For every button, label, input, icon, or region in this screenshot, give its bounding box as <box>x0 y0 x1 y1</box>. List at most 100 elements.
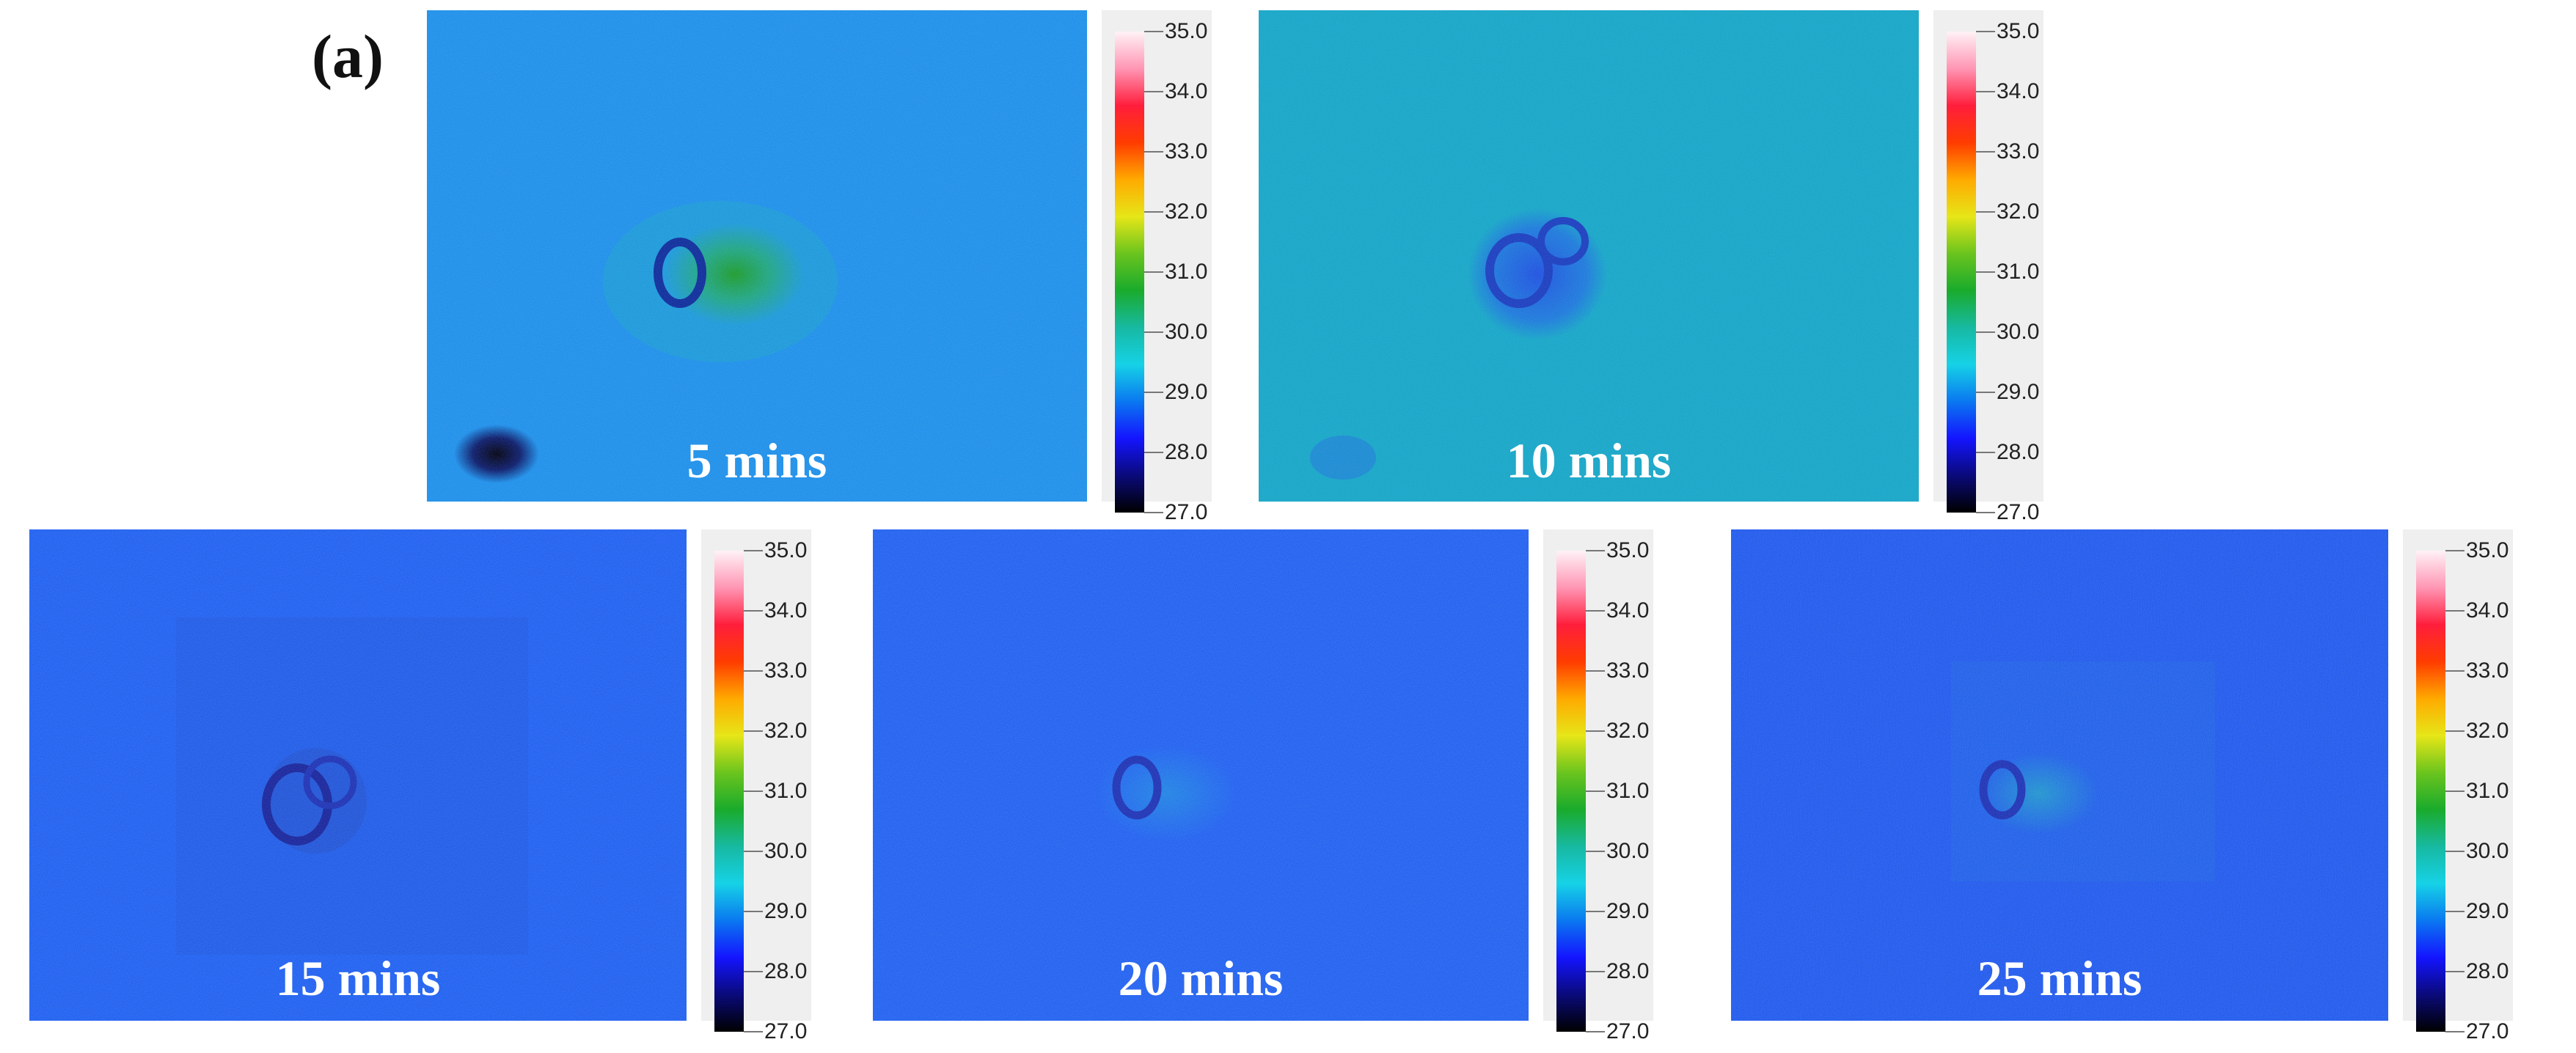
colorbar-gradient <box>1556 551 1586 1032</box>
colorbar-tick-label: 34.0 <box>764 598 808 623</box>
colorbar-tick-mark <box>2445 790 2465 792</box>
colorbar-tick-mark <box>1976 151 1995 153</box>
colorbar-tick-label: 28.0 <box>764 959 808 983</box>
colorbar-tick-label: 32.0 <box>764 719 808 743</box>
colorbar-tick-mark <box>744 730 763 732</box>
colorbar-tick-label: 28.0 <box>1606 959 1650 983</box>
colorbar-gradient <box>2416 551 2445 1032</box>
colorbar-tick-label: 31.0 <box>1606 779 1650 803</box>
colorbar-tick-label: 29.0 <box>2466 899 2509 923</box>
colorbar-tick-mark <box>2445 1031 2465 1032</box>
colorbar-25min: 35.0 34.0 33.0 32.0 31.0 30.0 29.0 28.0 27.0 <box>2403 529 2513 1043</box>
colorbar-tick-mark <box>1976 512 1995 513</box>
colorbar-tick-mark <box>1586 670 1605 672</box>
colorbar-tick-mark <box>2445 851 2465 852</box>
colorbar-tick-label: 33.0 <box>764 658 808 683</box>
colorbar-tick-label: 32.0 <box>2466 719 2509 743</box>
colorbar-tick-mark <box>744 911 763 912</box>
thermal-image-20min: 20 mins <box>873 529 1529 1021</box>
colorbar-tick-mark <box>1144 512 1163 513</box>
thermal-image-15min: 15 mins <box>29 529 687 1021</box>
colorbar-tick-label: 33.0 <box>2466 658 2509 683</box>
colorbar-tick-label: 32.0 <box>1997 199 2040 224</box>
colorbar-tick-label: 35.0 <box>764 538 808 562</box>
colorbar-tick-mark <box>2445 670 2465 672</box>
colorbar-20min: 35.0 34.0 33.0 32.0 31.0 30.0 29.0 28.0 27.0 <box>1543 529 1653 1043</box>
colorbar-tick-label: 27.0 <box>1165 500 1208 524</box>
colorbar-tick-label: 35.0 <box>1165 19 1208 43</box>
colorbar-tick-mark <box>1976 331 1995 333</box>
colorbar-tick-mark <box>744 550 763 551</box>
colorbar-tick-mark <box>1586 911 1605 912</box>
colorbar-tick-mark <box>2445 730 2465 732</box>
colorbar-tick-label: 29.0 <box>764 899 808 923</box>
colorbar-tick-label: 29.0 <box>1997 380 2040 404</box>
colorbar-tick-label: 28.0 <box>1165 440 1208 464</box>
colorbar-10min: 35.0 34.0 33.0 32.0 31.0 30.0 29.0 28.0 27.0 <box>1933 10 2043 524</box>
colorbar-tick-mark <box>1976 271 1995 273</box>
colorbar-tick-mark <box>1976 392 1995 393</box>
thermal-image-5min: 5 mins <box>427 10 1087 502</box>
colorbar-tick-label: 33.0 <box>1165 139 1208 164</box>
colorbar-tick-label: 29.0 <box>1606 899 1650 923</box>
colorbar-tick-mark <box>2445 971 2465 972</box>
colorbar-tick-mark <box>1144 31 1163 32</box>
colorbar-gradient <box>714 551 744 1032</box>
colorbar-tick-mark <box>1976 91 1995 92</box>
time-label: 10 mins <box>1506 433 1672 488</box>
time-label: 5 mins <box>687 433 827 488</box>
colorbar-tick-mark <box>1144 271 1163 273</box>
colorbar-tick-label: 29.0 <box>1165 380 1208 404</box>
colorbar-tick-label: 27.0 <box>2466 1019 2509 1043</box>
colorbar-tick-label: 31.0 <box>1165 260 1208 284</box>
colorbar-tick-label: 34.0 <box>1606 598 1650 623</box>
colorbar-tick-mark <box>1144 392 1163 393</box>
colorbar-tick-mark <box>1144 151 1163 153</box>
time-label: 20 mins <box>1118 950 1284 1006</box>
colorbar-tick-mark <box>1144 211 1163 213</box>
colorbar-tick-label: 34.0 <box>1165 79 1208 103</box>
thermal-image-25min: 25 mins <box>1731 529 2388 1021</box>
colorbar-tick-mark <box>1586 790 1605 792</box>
colorbar-tick-mark <box>1586 1031 1605 1032</box>
colorbar-gradient <box>1947 32 1976 513</box>
colorbar-tick-label: 31.0 <box>1997 260 2040 284</box>
colorbar-tick-mark <box>1586 550 1605 551</box>
colorbar-tick-label: 28.0 <box>1997 440 2040 464</box>
colorbar-tick-label: 31.0 <box>2466 779 2509 803</box>
colorbar-tick-label: 30.0 <box>764 839 808 863</box>
figure-label: (a) <box>312 23 384 91</box>
colorbar-tick-label: 30.0 <box>1997 320 2040 344</box>
colorbar-tick-label: 35.0 <box>1997 19 2040 43</box>
colorbar-tick-mark <box>1586 971 1605 972</box>
colorbar-tick-mark <box>744 610 763 612</box>
thermal-image-10min: 10 mins <box>1259 10 1919 502</box>
colorbar-tick-label: 30.0 <box>2466 839 2509 863</box>
colorbar-tick-mark <box>744 851 763 852</box>
colorbar-tick-label: 30.0 <box>1606 839 1650 863</box>
time-label: 25 mins <box>1977 950 2143 1006</box>
colorbar-tick-mark <box>2445 911 2465 912</box>
colorbar-tick-label: 27.0 <box>764 1019 808 1043</box>
time-label: 15 mins <box>275 950 441 1006</box>
colorbar-tick-label: 32.0 <box>1165 199 1208 224</box>
colorbar-tick-label: 35.0 <box>1606 538 1650 562</box>
colorbar-tick-label: 32.0 <box>1606 719 1650 743</box>
colorbar-tick-mark <box>1144 452 1163 453</box>
colorbar-tick-label: 30.0 <box>1165 320 1208 344</box>
colorbar-tick-label: 33.0 <box>1997 139 2040 164</box>
colorbar-tick-mark <box>1144 91 1163 92</box>
colorbar-tick-mark <box>744 790 763 792</box>
colorbar-15min: 35.0 34.0 33.0 32.0 31.0 30.0 29.0 28.0 27.0 <box>701 529 811 1043</box>
colorbar-tick-mark <box>1976 452 1995 453</box>
colorbar-5min: 35.0 34.0 33.0 32.0 31.0 30.0 29.0 28.0 27.0 <box>1102 10 1212 524</box>
colorbar-tick-label: 35.0 <box>2466 538 2509 562</box>
colorbar-tick-mark <box>744 1031 763 1032</box>
colorbar-tick-mark <box>2445 610 2465 612</box>
colorbar-tick-mark <box>744 670 763 672</box>
colorbar-tick-mark <box>1586 610 1605 612</box>
colorbar-tick-label: 31.0 <box>764 779 808 803</box>
colorbar-tick-label: 34.0 <box>1997 79 2040 103</box>
colorbar-tick-mark <box>1586 851 1605 852</box>
colorbar-tick-mark <box>1976 31 1995 32</box>
